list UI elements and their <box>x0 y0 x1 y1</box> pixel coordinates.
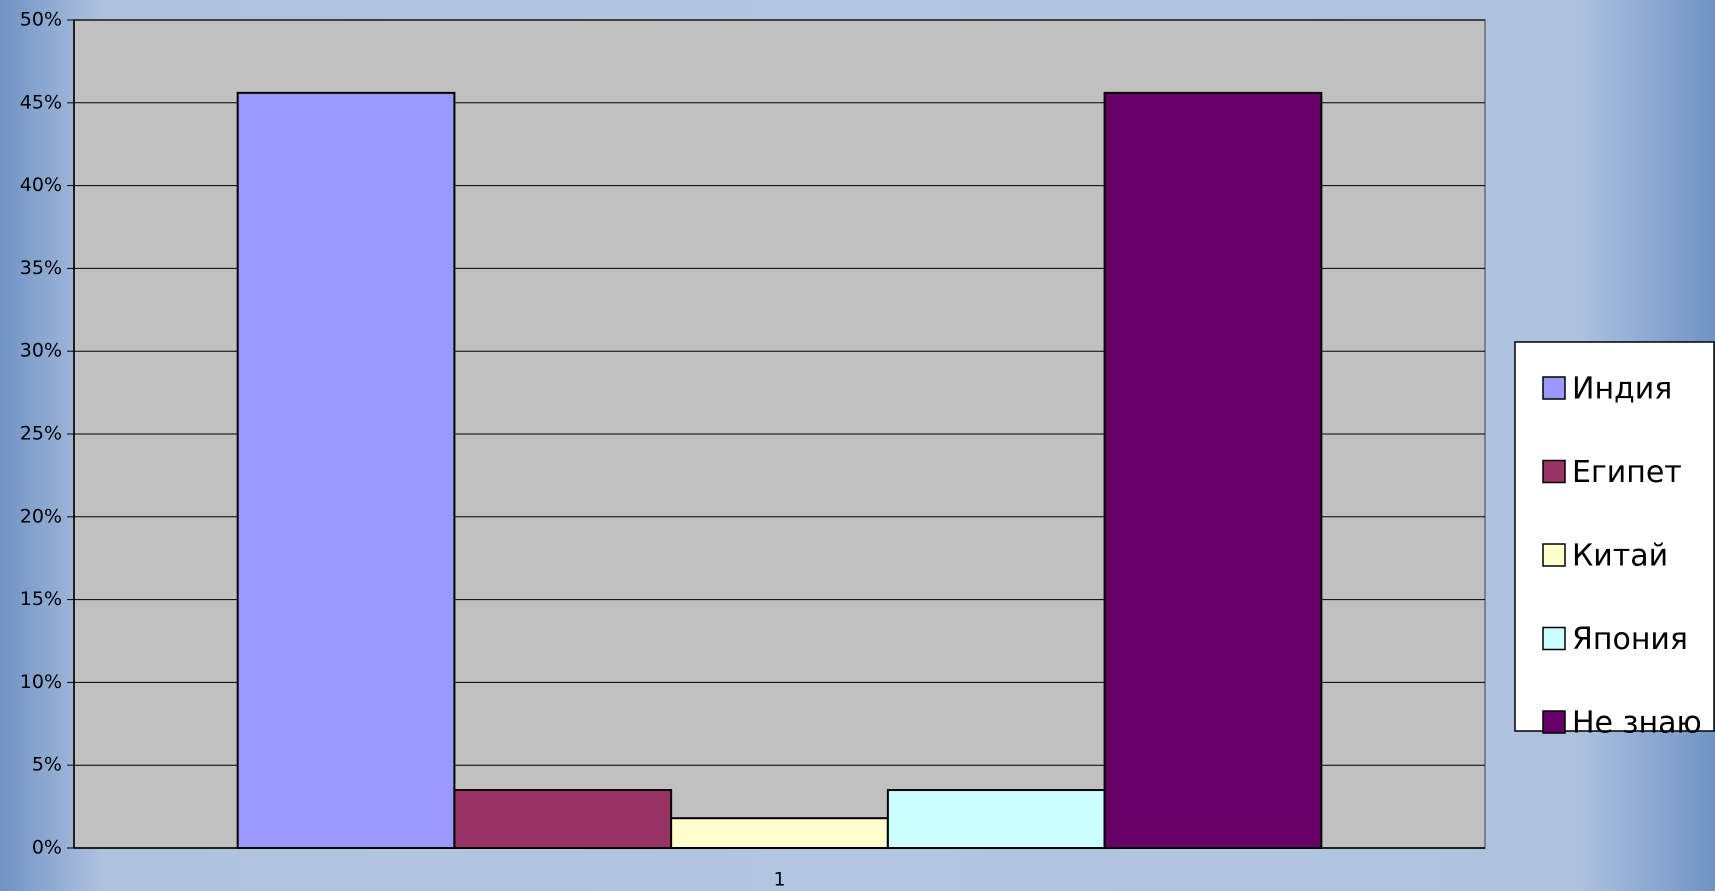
bar <box>886 789 1106 849</box>
legend-label: Китай <box>1572 539 1668 574</box>
y-tick-label: 10% <box>20 671 62 693</box>
legend-label: Не знаю <box>1572 706 1702 741</box>
legend-label: Египет <box>1572 455 1682 490</box>
legend-swatch <box>1542 710 1566 734</box>
x-tick-label: 1 <box>773 869 785 891</box>
legend-swatch <box>1542 626 1566 651</box>
y-tick-label: 50% <box>20 9 62 31</box>
bar <box>453 789 673 849</box>
legend-label: Япония <box>1572 622 1688 657</box>
y-tick-label: 35% <box>20 257 62 279</box>
bar <box>236 91 456 849</box>
y-tick-label: 30% <box>20 340 62 362</box>
legend-swatch <box>1542 459 1566 484</box>
y-tick-label: 0% <box>32 837 62 859</box>
y-tick-label: 45% <box>20 91 62 113</box>
y-tick-label: 20% <box>20 505 62 527</box>
legend-swatch <box>1542 376 1566 400</box>
bar <box>670 817 889 850</box>
legend-swatch <box>1542 543 1566 567</box>
y-tick-label: 40% <box>20 174 62 196</box>
y-tick-label: 15% <box>20 588 62 610</box>
legend-label: Индия <box>1572 372 1672 407</box>
bar <box>1103 91 1323 849</box>
y-tick-label: 5% <box>32 754 62 776</box>
legend <box>1514 341 1715 732</box>
y-tick-label: 25% <box>20 423 62 445</box>
